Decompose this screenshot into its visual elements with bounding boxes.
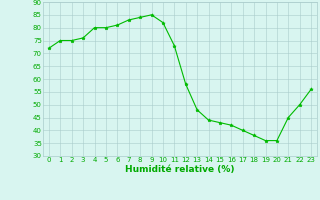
X-axis label: Humidité relative (%): Humidité relative (%) [125,165,235,174]
